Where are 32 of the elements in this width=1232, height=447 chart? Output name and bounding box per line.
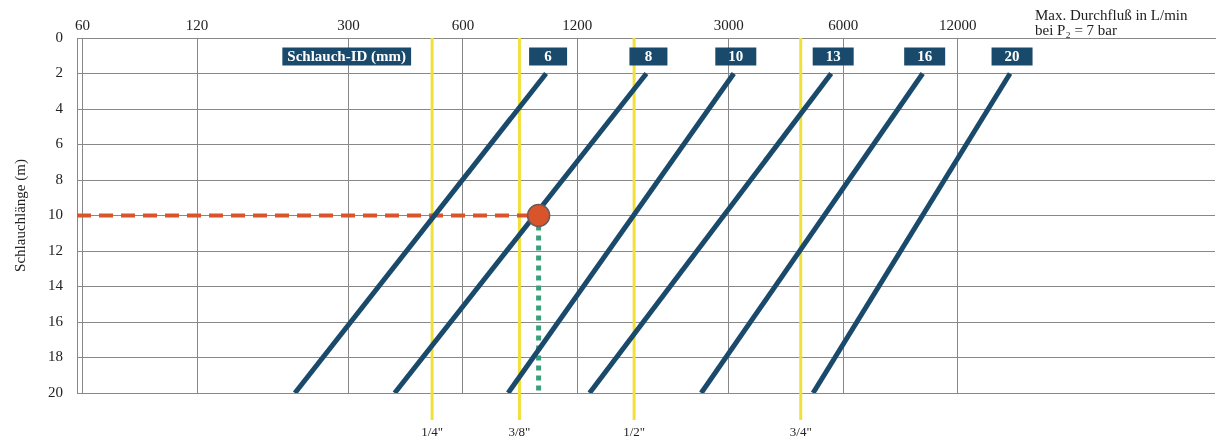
x-tick-label: 3000 <box>713 16 744 33</box>
series-label: 6 <box>544 48 553 65</box>
x-tick-label: 1200 <box>562 16 593 33</box>
series-label: 10 <box>728 48 744 65</box>
x-tick-label: 120 <box>185 16 209 33</box>
y-tick-label: 14 <box>48 277 64 294</box>
x-tick-label: 300 <box>337 16 360 33</box>
series-label: 20 <box>1004 48 1020 65</box>
y-tick-label: 20 <box>48 383 63 400</box>
y-tick-label: 0 <box>55 28 63 45</box>
y-tick-label: 8 <box>55 170 63 187</box>
y-tick-label: 4 <box>55 99 64 116</box>
text: 1/2" <box>623 423 646 439</box>
x-axis-title: Max. Durchfluß in L/min bei P₂ = 7 bar <box>1035 7 1188 38</box>
y-tick-label: 6 <box>55 135 64 152</box>
y-tick-label: 16 <box>48 312 64 329</box>
x-tick-label: 600 <box>451 16 475 33</box>
x-tick-label: 12000 <box>938 16 977 33</box>
legend-title: Schlauch-ID (mm) <box>287 48 407 66</box>
x-tick-label: 6000 <box>828 16 859 33</box>
text: 3/8" <box>508 423 531 439</box>
y-tick-label: 12 <box>48 241 63 258</box>
series-label: 8 <box>644 48 653 65</box>
x-tick-label: 60 <box>75 16 91 33</box>
series-label: 13 <box>825 48 841 65</box>
text: 3/4" <box>789 423 812 439</box>
text: 1/4" <box>421 423 444 439</box>
y-tick-label: 2 <box>55 64 63 81</box>
y-tick-label: 18 <box>48 348 63 365</box>
series-label: 16 <box>917 48 933 65</box>
y-tick-label: 10 <box>48 206 63 223</box>
y-axis-title: Schlauchlänge (m) <box>11 159 29 272</box>
